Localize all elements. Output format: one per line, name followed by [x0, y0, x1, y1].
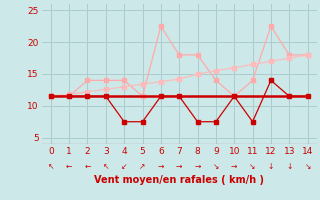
- Text: →: →: [194, 162, 201, 171]
- Text: ↓: ↓: [286, 162, 292, 171]
- Text: ↖: ↖: [48, 162, 54, 171]
- Text: ←: ←: [66, 162, 72, 171]
- Text: ↘: ↘: [213, 162, 219, 171]
- Text: ↗: ↗: [139, 162, 146, 171]
- Text: ↘: ↘: [249, 162, 256, 171]
- Text: Vent moyen/en rafales ( km/h ): Vent moyen/en rafales ( km/h ): [94, 175, 264, 185]
- Text: →: →: [231, 162, 237, 171]
- Text: ↖: ↖: [103, 162, 109, 171]
- Text: →: →: [176, 162, 182, 171]
- Text: ↙: ↙: [121, 162, 127, 171]
- Text: ↓: ↓: [268, 162, 274, 171]
- Text: →: →: [158, 162, 164, 171]
- Text: ↘: ↘: [304, 162, 311, 171]
- Text: ←: ←: [84, 162, 91, 171]
